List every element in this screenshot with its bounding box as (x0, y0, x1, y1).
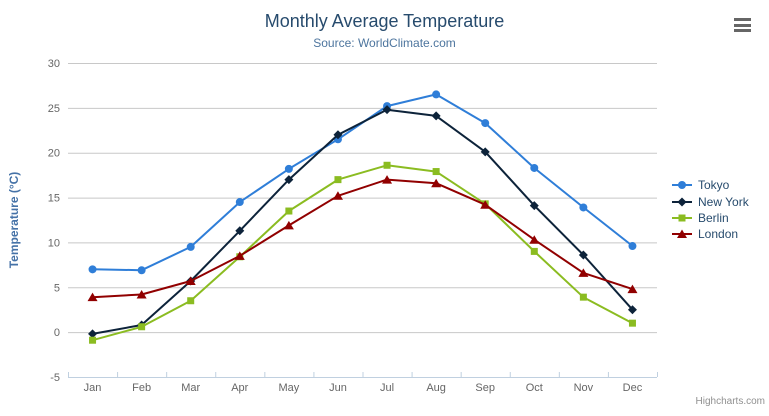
data-point[interactable] (529, 201, 539, 211)
data-point[interactable] (480, 147, 490, 157)
svg-text:10: 10 (48, 237, 60, 249)
chart-subtitle: Source: WorldClimate.com (313, 36, 456, 50)
svg-text:Jul: Jul (380, 382, 394, 394)
series-new-york (88, 105, 637, 339)
data-point[interactable] (382, 175, 393, 184)
svg-text:May: May (278, 382, 299, 394)
svg-text:15: 15 (48, 193, 60, 205)
x-axis (68, 372, 658, 378)
data-point[interactable] (628, 319, 636, 327)
svg-text:30: 30 (48, 58, 60, 70)
data-point[interactable] (579, 203, 588, 212)
data-point[interactable] (627, 284, 638, 294)
credits-link[interactable]: Highcharts.com (695, 396, 765, 407)
hamburger-icon (734, 18, 751, 21)
legend-item-london[interactable]: London (671, 226, 749, 242)
svg-text:Jun: Jun (329, 382, 347, 394)
data-point[interactable] (481, 119, 490, 128)
data-point[interactable] (334, 176, 342, 184)
svg-text:20: 20 (48, 148, 60, 160)
legend-marker-circle-icon (672, 181, 692, 190)
data-point[interactable] (431, 178, 442, 188)
legend-item-berlin[interactable]: Berlin (671, 210, 749, 226)
data-point[interactable] (284, 175, 294, 185)
legend-label: London (698, 227, 739, 242)
data-point[interactable] (235, 198, 244, 207)
chart-title: Monthly Average Temperature (264, 11, 505, 31)
series-line-tokyo (91, 93, 634, 272)
svg-text:25: 25 (48, 103, 60, 115)
svg-text:Aug: Aug (426, 382, 446, 394)
svg-text:Jan: Jan (84, 382, 102, 394)
legend-label: Berlin (698, 210, 729, 225)
data-point (678, 214, 686, 222)
svg-text:Oct: Oct (526, 382, 543, 394)
data-point[interactable] (480, 200, 491, 209)
legend-marker-square-icon (672, 214, 692, 222)
data-point[interactable] (578, 268, 589, 277)
data-point[interactable] (431, 111, 441, 121)
svg-text:-5: -5 (50, 372, 60, 384)
export-menu-button[interactable] (731, 15, 755, 35)
data-point (678, 181, 686, 190)
legend-label: Tokyo (698, 178, 730, 193)
data-point (677, 229, 687, 239)
data-point[interactable] (382, 105, 392, 115)
series-tokyo (88, 90, 637, 275)
legend-item-new-york[interactable]: New York (671, 193, 749, 209)
data-point[interactable] (579, 293, 587, 301)
legend-marker-triangle-icon (672, 229, 692, 239)
data-point[interactable] (383, 161, 391, 169)
data-point[interactable] (88, 329, 98, 339)
data-point[interactable] (333, 130, 343, 140)
series-london (87, 175, 638, 302)
data-point[interactable] (234, 251, 245, 260)
svg-text:Nov: Nov (574, 382, 594, 394)
data-point[interactable] (529, 235, 540, 244)
data-point[interactable] (138, 323, 146, 331)
series-line-london (91, 178, 634, 299)
series-line-new-york (91, 108, 634, 335)
svg-text:Dec: Dec (623, 382, 643, 394)
data-point[interactable] (628, 242, 637, 251)
data-point[interactable] (578, 250, 588, 260)
data-point[interactable] (88, 265, 97, 274)
svg-text:Sep: Sep (475, 382, 495, 394)
data-point[interactable] (185, 276, 196, 286)
data-point[interactable] (432, 90, 441, 99)
data-point[interactable] (285, 207, 293, 215)
data-point[interactable] (89, 336, 97, 344)
svg-text:Mar: Mar (181, 382, 200, 394)
data-point[interactable] (235, 226, 245, 236)
x-axis-labels: Jan Feb Mar Apr May Jun Jul Aug Sep Oct Nov Dec (84, 382, 643, 394)
y-axis-labels: 30 25 20 15 10 5 0 -5 (48, 58, 60, 384)
legend: Tokyo New York Berlin London (671, 177, 749, 243)
legend-marker-diamond-icon (672, 197, 692, 207)
grid-lines (68, 63, 657, 378)
data-point[interactable] (137, 266, 146, 275)
data-point[interactable] (283, 220, 294, 230)
svg-text:5: 5 (54, 282, 60, 294)
svg-text:Apr: Apr (231, 382, 248, 394)
data-point[interactable] (627, 305, 637, 315)
data-point (677, 197, 687, 207)
legend-item-tokyo[interactable]: Tokyo (671, 177, 749, 193)
data-point[interactable] (530, 247, 538, 255)
series-line-berlin (91, 164, 634, 342)
legend-label: New York (698, 194, 749, 209)
data-point[interactable] (136, 289, 147, 299)
data-point[interactable] (284, 164, 293, 173)
svg-text:Feb: Feb (132, 382, 151, 394)
data-point[interactable] (186, 242, 195, 251)
data-point[interactable] (530, 163, 539, 172)
svg-text:0: 0 (54, 327, 60, 339)
data-point[interactable] (432, 168, 440, 176)
data-point[interactable] (187, 297, 195, 305)
data-point[interactable] (87, 292, 98, 302)
data-point[interactable] (332, 191, 343, 200)
